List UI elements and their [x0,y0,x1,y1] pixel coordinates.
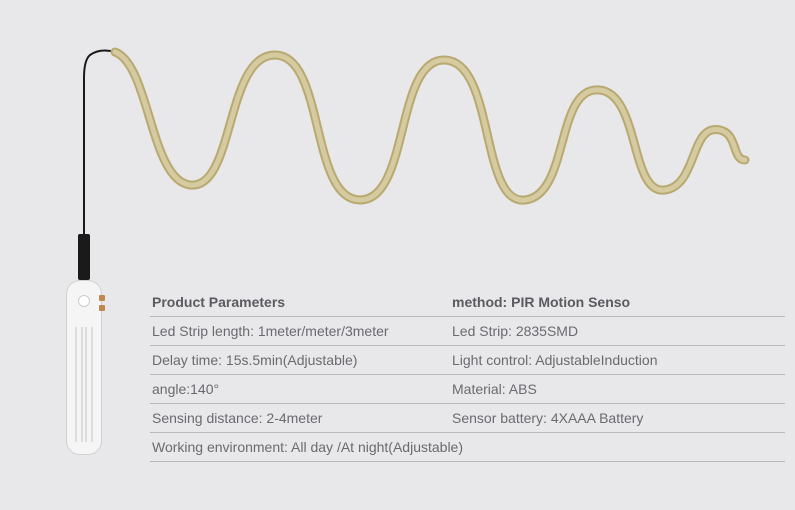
spec-cell: angle:140° [150,381,450,397]
body-groove [75,327,77,442]
spec-row: Led Strip length: 1meter/meter/3meter Le… [150,317,785,346]
body-groove [81,327,83,442]
led-strip-illustration [0,0,795,280]
spec-cell: Material: ABS [450,381,785,397]
spec-row: Delay time: 15s.5min(Adjustable) Light c… [150,346,785,375]
spec-cell: Delay time: 15s.5min(Adjustable) [150,352,450,368]
spec-cell: Led Strip length: 1meter/meter/3meter [150,323,450,339]
sensor-unit [66,280,102,455]
spec-cell: Led Strip: 2835SMD [450,323,785,339]
spec-row: Working environment: All day /At night(A… [150,433,785,462]
product-illustration [0,0,795,280]
body-groove [91,327,93,442]
switch-indicator [99,295,105,301]
pir-lens [78,295,90,307]
spec-cell: Sensor battery: 4XAAA Battery [450,410,785,426]
spec-method: method: PIR Motion Senso [450,294,785,310]
spec-row: Sensing distance: 2-4meter Sensor batter… [150,404,785,433]
spec-header-row: Product Parameters method: PIR Motion Se… [150,288,785,317]
spec-row: angle:140° Material: ABS [150,375,785,404]
spec-title: Product Parameters [150,294,450,310]
spec-cell: Light control: AdjustableInduction [450,352,785,368]
switch-indicator [99,305,105,311]
spec-cell: Working environment: All day /At night(A… [150,439,785,455]
power-connector [78,234,90,280]
spec-cell: Sensing distance: 2-4meter [150,410,450,426]
body-groove [85,327,87,442]
specifications-table: Product Parameters method: PIR Motion Se… [150,288,785,462]
